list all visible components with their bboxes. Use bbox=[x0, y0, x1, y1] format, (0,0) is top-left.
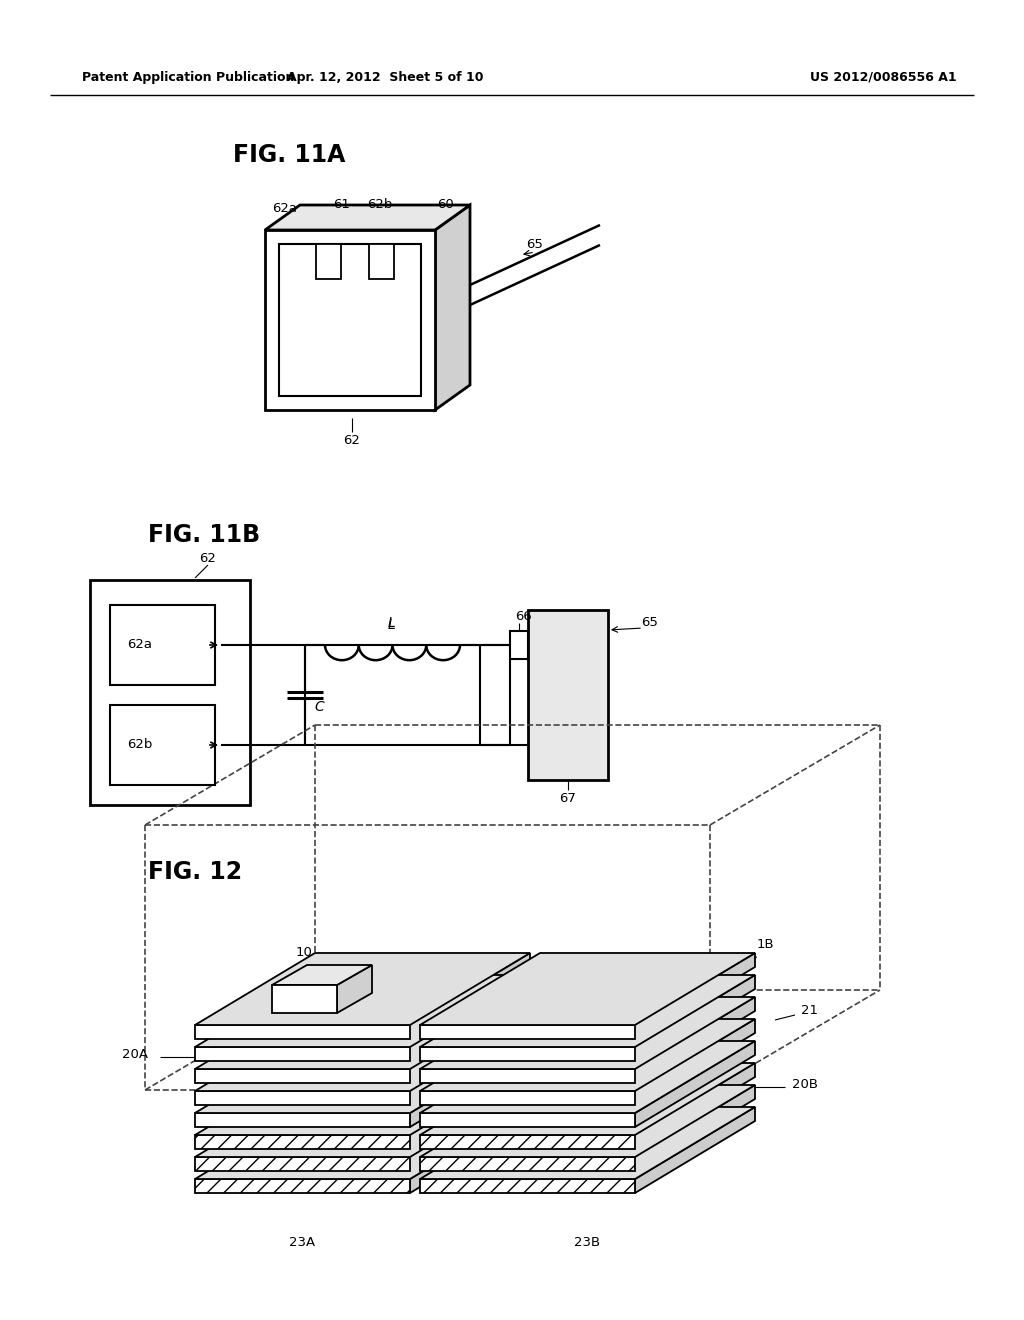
Text: 65: 65 bbox=[642, 615, 658, 628]
Polygon shape bbox=[410, 997, 530, 1082]
Polygon shape bbox=[435, 205, 470, 411]
Polygon shape bbox=[420, 1026, 635, 1039]
Polygon shape bbox=[195, 1085, 530, 1158]
Polygon shape bbox=[195, 975, 530, 1047]
Polygon shape bbox=[420, 1179, 635, 1193]
Polygon shape bbox=[195, 1158, 410, 1171]
Text: 62a: 62a bbox=[128, 639, 153, 652]
Polygon shape bbox=[635, 1107, 755, 1193]
Text: 62a: 62a bbox=[272, 202, 298, 214]
Polygon shape bbox=[337, 965, 372, 1012]
Polygon shape bbox=[195, 1179, 410, 1193]
Polygon shape bbox=[420, 1069, 635, 1082]
Text: C: C bbox=[314, 700, 324, 714]
Text: FIG. 11A: FIG. 11A bbox=[233, 143, 345, 168]
Text: FIG. 11B: FIG. 11B bbox=[148, 523, 260, 546]
Polygon shape bbox=[410, 1019, 530, 1105]
Polygon shape bbox=[410, 975, 530, 1061]
Polygon shape bbox=[110, 605, 215, 685]
Polygon shape bbox=[195, 1113, 410, 1127]
Polygon shape bbox=[635, 953, 755, 1039]
Polygon shape bbox=[420, 1019, 755, 1092]
Polygon shape bbox=[635, 1085, 755, 1171]
Polygon shape bbox=[420, 1107, 755, 1179]
Polygon shape bbox=[410, 1041, 530, 1127]
Polygon shape bbox=[195, 1135, 410, 1148]
Polygon shape bbox=[420, 1041, 755, 1113]
Polygon shape bbox=[410, 1085, 530, 1171]
Polygon shape bbox=[110, 705, 215, 785]
Text: FIG. 12: FIG. 12 bbox=[148, 861, 242, 884]
Polygon shape bbox=[635, 1041, 755, 1127]
Polygon shape bbox=[195, 1047, 410, 1061]
Polygon shape bbox=[420, 1085, 755, 1158]
Polygon shape bbox=[195, 1041, 530, 1113]
Polygon shape bbox=[420, 1135, 635, 1148]
Text: Patent Application Publication: Patent Application Publication bbox=[82, 70, 294, 83]
Polygon shape bbox=[195, 1092, 410, 1105]
Polygon shape bbox=[316, 244, 341, 279]
Polygon shape bbox=[279, 244, 421, 396]
Polygon shape bbox=[635, 1063, 755, 1148]
Text: 10: 10 bbox=[296, 946, 312, 960]
Polygon shape bbox=[272, 965, 372, 985]
Polygon shape bbox=[528, 610, 608, 780]
Text: 65: 65 bbox=[526, 239, 544, 252]
Text: 66: 66 bbox=[515, 610, 531, 623]
Text: 62b: 62b bbox=[127, 738, 153, 751]
Text: 61: 61 bbox=[334, 198, 350, 211]
Polygon shape bbox=[410, 1063, 530, 1148]
Text: 20B: 20B bbox=[792, 1078, 818, 1092]
Polygon shape bbox=[195, 1107, 530, 1179]
Polygon shape bbox=[635, 1019, 755, 1105]
Text: 67: 67 bbox=[559, 792, 577, 804]
Text: L: L bbox=[388, 616, 396, 630]
Text: L: L bbox=[388, 618, 396, 632]
Polygon shape bbox=[90, 579, 250, 805]
Text: 23B: 23B bbox=[573, 1237, 600, 1250]
Text: 23A: 23A bbox=[289, 1237, 315, 1250]
Polygon shape bbox=[195, 1026, 410, 1039]
Polygon shape bbox=[265, 230, 435, 411]
Polygon shape bbox=[410, 1107, 530, 1193]
Polygon shape bbox=[420, 997, 755, 1069]
Polygon shape bbox=[195, 1069, 410, 1082]
Polygon shape bbox=[195, 953, 530, 1026]
Text: 20A: 20A bbox=[122, 1048, 148, 1061]
Text: US 2012/0086556 A1: US 2012/0086556 A1 bbox=[810, 70, 956, 83]
Polygon shape bbox=[420, 1092, 635, 1105]
Polygon shape bbox=[420, 1113, 635, 1127]
Polygon shape bbox=[420, 1047, 635, 1061]
Text: Apr. 12, 2012  Sheet 5 of 10: Apr. 12, 2012 Sheet 5 of 10 bbox=[287, 70, 483, 83]
Polygon shape bbox=[635, 997, 755, 1082]
Polygon shape bbox=[420, 975, 755, 1047]
Polygon shape bbox=[420, 953, 755, 1026]
Polygon shape bbox=[265, 205, 470, 230]
Text: 1B: 1B bbox=[756, 939, 774, 952]
Polygon shape bbox=[635, 975, 755, 1061]
Text: 62: 62 bbox=[344, 433, 360, 446]
Polygon shape bbox=[195, 1063, 530, 1135]
Polygon shape bbox=[420, 1063, 755, 1135]
Polygon shape bbox=[195, 1019, 530, 1092]
Polygon shape bbox=[420, 1158, 635, 1171]
Polygon shape bbox=[369, 244, 394, 279]
Polygon shape bbox=[272, 985, 337, 1012]
Text: 60: 60 bbox=[436, 198, 454, 211]
Polygon shape bbox=[195, 997, 530, 1069]
Polygon shape bbox=[410, 953, 530, 1039]
Text: 21: 21 bbox=[802, 1003, 818, 1016]
Polygon shape bbox=[510, 631, 528, 659]
Text: 62b: 62b bbox=[368, 198, 392, 211]
Text: 62: 62 bbox=[200, 552, 216, 565]
